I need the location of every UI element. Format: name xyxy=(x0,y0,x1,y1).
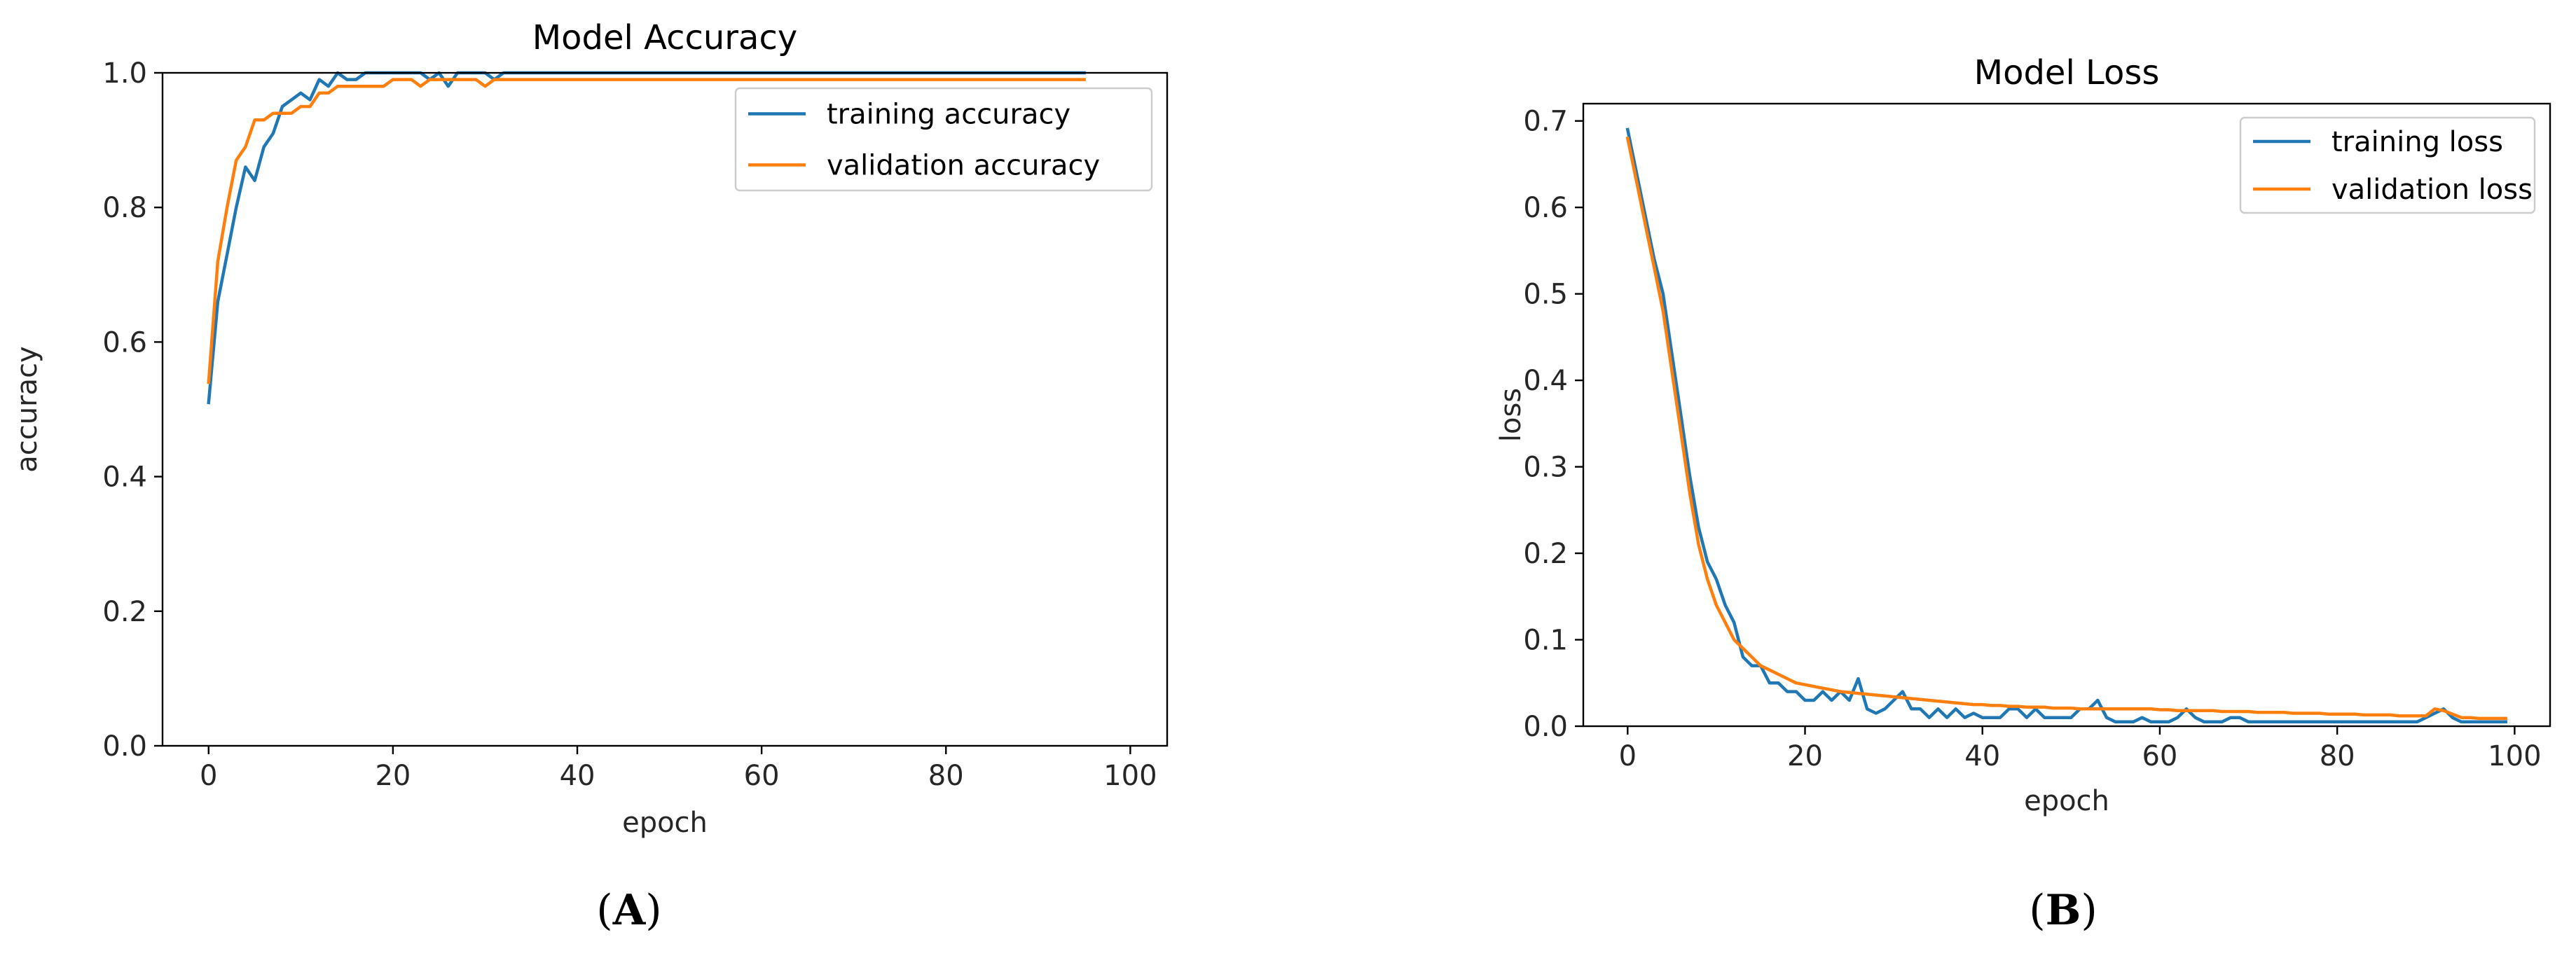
chart-accuracy-y-tick-label: 0.6 xyxy=(102,326,147,359)
chart-loss-y-axis-label: loss xyxy=(1495,388,1527,442)
chart-accuracy-x-tick-label: 40 xyxy=(560,760,595,792)
chart-loss-legend: training loss validation loss xyxy=(2239,116,2536,214)
chart-accuracy-x-tick-label: 80 xyxy=(928,760,964,792)
chart-loss-y-tick-label: 0.1 xyxy=(1523,625,1568,657)
chart-loss-y-tick-label: 0.0 xyxy=(1523,711,1568,743)
chart-loss-y-tick-label: 0.3 xyxy=(1523,452,1568,484)
chart-loss-y-tick-label: 0.5 xyxy=(1523,279,1568,311)
chart-accuracy-x-tick-label: 0 xyxy=(200,760,217,792)
chart-accuracy-y-tick-label: 1.0 xyxy=(102,57,147,90)
chart-loss-x-tick-label: 20 xyxy=(1787,740,1823,772)
chart-accuracy-y-tick-label: 0.0 xyxy=(102,730,147,763)
panel-a-label: (A) xyxy=(596,886,661,935)
chart-loss-x-tick-label: 40 xyxy=(1964,740,2000,772)
chart-loss-legend-box xyxy=(2239,116,2536,214)
chart-loss-x-tick-label: 100 xyxy=(2488,740,2541,772)
chart-accuracy-y-tick-label: 0.2 xyxy=(102,596,147,628)
chart-loss-x-tick-label: 0 xyxy=(1619,740,1637,772)
chart-accuracy-y-axis-label: accuracy xyxy=(11,346,43,472)
chart-accuracy-x-tick-label: 20 xyxy=(375,760,411,792)
chart-accuracy-axes-frame xyxy=(161,71,1169,747)
panel-b-label: (B) xyxy=(2029,886,2098,935)
chart-loss-axes-frame xyxy=(1582,102,2551,728)
chart-loss-y-tick-label: 0.7 xyxy=(1523,106,1568,138)
chart-loss-title: Model Loss xyxy=(1974,53,2160,92)
panel-a-letter: A xyxy=(612,886,647,935)
chart-accuracy-legend-entry: training accuracy xyxy=(827,99,1070,131)
panel-a-accuracy-chart: Model Accuracy 0 20 40 60 80 100 0.0 0.2 0.4 0.6 0.… xyxy=(11,18,1169,839)
chart-loss-legend-entry: training loss xyxy=(2332,126,2503,158)
chart-accuracy-series-validation-accuracy xyxy=(207,78,1086,384)
chart-loss-x-tick-label: 60 xyxy=(2142,740,2177,772)
chart-accuracy-legend: training accuracy validation accuracy xyxy=(734,87,1153,192)
panel-b-letter: B xyxy=(2046,886,2081,935)
chart-loss-y-tick-label: 0.6 xyxy=(1523,192,1568,224)
chart-loss-x-tick-label: 80 xyxy=(2320,740,2355,772)
chart-loss-series-validation-loss xyxy=(1625,136,2507,721)
chart-loss-series-training-loss xyxy=(1625,127,2507,724)
chart-accuracy-x-tick-label: 100 xyxy=(1103,760,1157,792)
chart-accuracy-x-tick-label: 60 xyxy=(744,760,780,792)
chart-loss-y-tick-label: 0.2 xyxy=(1523,538,1568,570)
chart-accuracy-legend-entry: validation accuracy xyxy=(827,150,1100,182)
chart-loss-legend-entry: validation loss xyxy=(2332,174,2533,206)
chart-loss-x-axis-label: epoch xyxy=(2024,785,2109,817)
chart-accuracy-x-axis-label: epoch xyxy=(622,807,708,839)
chart-accuracy-y-tick-label: 0.4 xyxy=(102,461,147,494)
chart-accuracy-title: Model Accuracy xyxy=(532,18,798,57)
chart-accuracy-legend-box xyxy=(734,87,1153,192)
panel-b-loss-chart: Model Loss 0 20 40 60 80 100 0.0 0.1 0.2 0.3 0.4 0.5… xyxy=(1495,53,2551,817)
chart-loss-y-tick-label: 0.4 xyxy=(1523,365,1568,397)
chart-accuracy-y-tick-label: 0.8 xyxy=(102,192,147,224)
